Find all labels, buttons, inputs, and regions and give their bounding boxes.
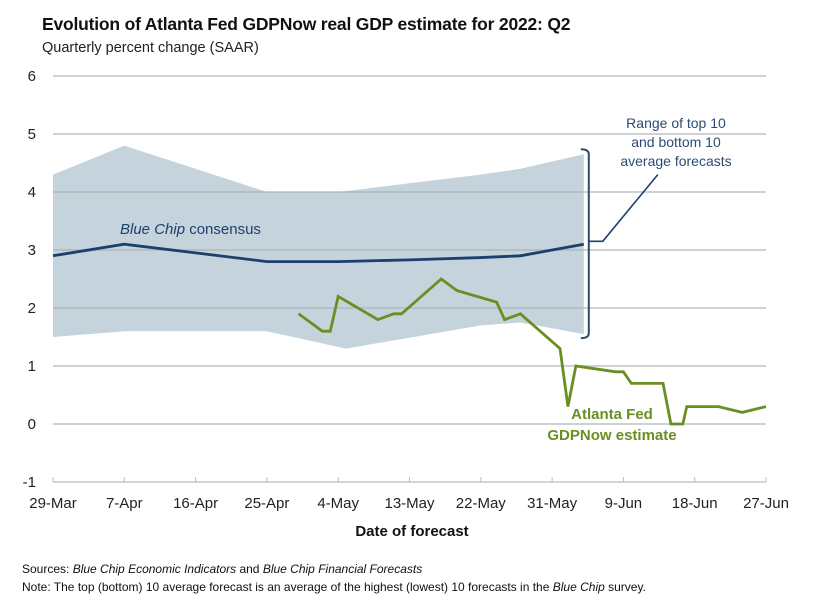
x-tick-label: 18-Jun	[672, 495, 718, 512]
consensus-label: Blue Chip consensus	[120, 221, 261, 238]
sources-title-1: Blue Chip Economic Indicators	[72, 562, 237, 576]
sources-note: Sources: Blue Chip Economic Indicators a…	[22, 562, 422, 576]
y-tick-label: 3	[28, 242, 36, 259]
range-label-line-3: average forecasts	[620, 153, 731, 169]
forecast-range-band	[53, 145, 584, 349]
range-label-line-1: Range of top 10	[626, 115, 726, 131]
x-tick-label: 25-Apr	[244, 495, 289, 512]
y-tick-label: 6	[28, 68, 36, 85]
range-leader-line	[588, 174, 659, 243]
x-tick-labels: 29-Mar 7-Apr 16-Apr 25-Apr 4-May 13-May 22-May…	[29, 477, 789, 512]
y-tick-label: 2	[28, 300, 36, 317]
x-tick-label: 27-Jun	[743, 495, 789, 512]
y-tick-label: 1	[28, 358, 36, 375]
x-tick-label: 7-Apr	[106, 495, 143, 512]
y-tick-labels: 6 5 4 3 2 1 0 -1	[23, 68, 36, 491]
x-tick-label: 31-May	[527, 495, 578, 512]
x-tick-label: 22-May	[456, 495, 507, 512]
range-bracket	[580, 148, 590, 340]
x-tick-label: 29-Mar	[29, 495, 77, 512]
footnote: Note: The top (bottom) 10 average foreca…	[22, 580, 646, 594]
x-tick-label: 9-Jun	[605, 495, 643, 512]
chart-title: Evolution of Atlanta Fed GDPNow real GDP…	[42, 14, 571, 34]
gdpnow-label-line-2: GDPNow estimate	[547, 427, 676, 444]
x-axis-title: Date of forecast	[355, 523, 468, 540]
y-tick-label: 4	[28, 184, 36, 201]
sources-mid: and	[236, 562, 263, 576]
note-text: The top (bottom) 10 average forecast is …	[50, 580, 553, 594]
range-label-line-2: and bottom 10	[631, 134, 721, 150]
series-lines-layer	[52, 242, 767, 426]
y-tick-label: 0	[28, 416, 36, 433]
x-tick-label: 4-May	[317, 495, 359, 512]
gdpnow-label-line-1: Atlanta Fed	[571, 406, 653, 423]
sources-prefix: Sources:	[22, 562, 70, 576]
chart-subtitle: Quarterly percent change (SAAR)	[42, 40, 259, 56]
sources-title-2: Blue Chip Financial Forecasts	[262, 562, 423, 576]
x-tick-label: 16-Apr	[173, 495, 218, 512]
x-tick-label: 13-May	[384, 495, 435, 512]
y-tick-label: -1	[23, 474, 36, 491]
note-italic: Blue Chip	[552, 580, 605, 594]
note-prefix: Note:	[22, 580, 51, 594]
annotations-layer: Blue Chip consensus Range of top 10 and …	[120, 115, 732, 540]
note-suffix: survey.	[604, 580, 646, 594]
forecast-range-band-layer	[53, 145, 584, 349]
y-tick-label: 5	[28, 126, 36, 143]
